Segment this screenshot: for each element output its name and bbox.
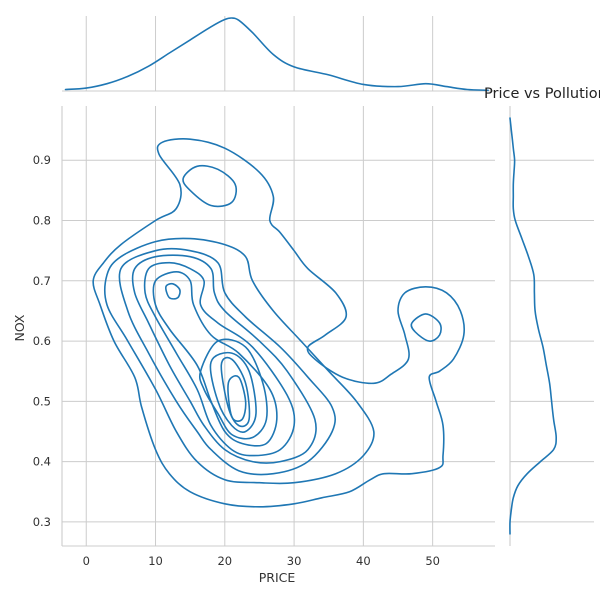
y-tick-label: 0.7 — [33, 274, 51, 288]
y-tick-label: 0.4 — [33, 455, 51, 469]
tick-labels: 0 10 20 30 40 50 0.3 0.4 0.5 0.6 0.7 0.8 0.9 — [33, 153, 440, 568]
contour-line-5 — [143, 261, 296, 457]
contour-line-7 — [198, 338, 268, 440]
marginal-y-panel — [509, 106, 594, 546]
contour-line-12 — [182, 164, 237, 208]
y-axis-label: NOX — [12, 314, 27, 341]
contour-line-8 — [164, 282, 181, 300]
contour-line-13 — [410, 313, 442, 342]
y-tick-label: 0.9 — [33, 153, 51, 167]
chart-title: Price vs Pollution — [484, 86, 600, 102]
contour-line-2 — [104, 237, 375, 485]
x-tick-label: 10 — [148, 554, 163, 568]
x-tick-label: 40 — [356, 554, 371, 568]
x-tick-label: 0 — [83, 554, 90, 568]
y-tick-label: 0.3 — [33, 515, 51, 529]
joint-spines — [61, 106, 495, 547]
x-axis-label: PRICE — [259, 570, 296, 585]
y-tick-label: 0.5 — [33, 394, 51, 408]
marginal-y-density-line — [509, 117, 557, 535]
contour-line-4 — [131, 254, 317, 464]
y-tick-label: 0.8 — [33, 214, 51, 228]
y-tick-label: 0.6 — [33, 334, 51, 348]
marginal-x-density-line — [64, 17, 489, 92]
contour-line-10 — [220, 356, 251, 428]
kde-contours — [92, 138, 465, 508]
x-tick-label: 30 — [287, 554, 302, 568]
contour-line-6 — [152, 271, 278, 447]
contour-line-1 — [92, 138, 465, 508]
x-tick-label: 50 — [425, 554, 440, 568]
joint-grid — [62, 106, 495, 546]
contour-line-9 — [209, 351, 257, 433]
marginal-x-panel — [62, 16, 495, 92]
contour-line-3 — [118, 247, 336, 476]
contour-line-11 — [227, 375, 247, 422]
x-tick-label: 20 — [217, 554, 232, 568]
